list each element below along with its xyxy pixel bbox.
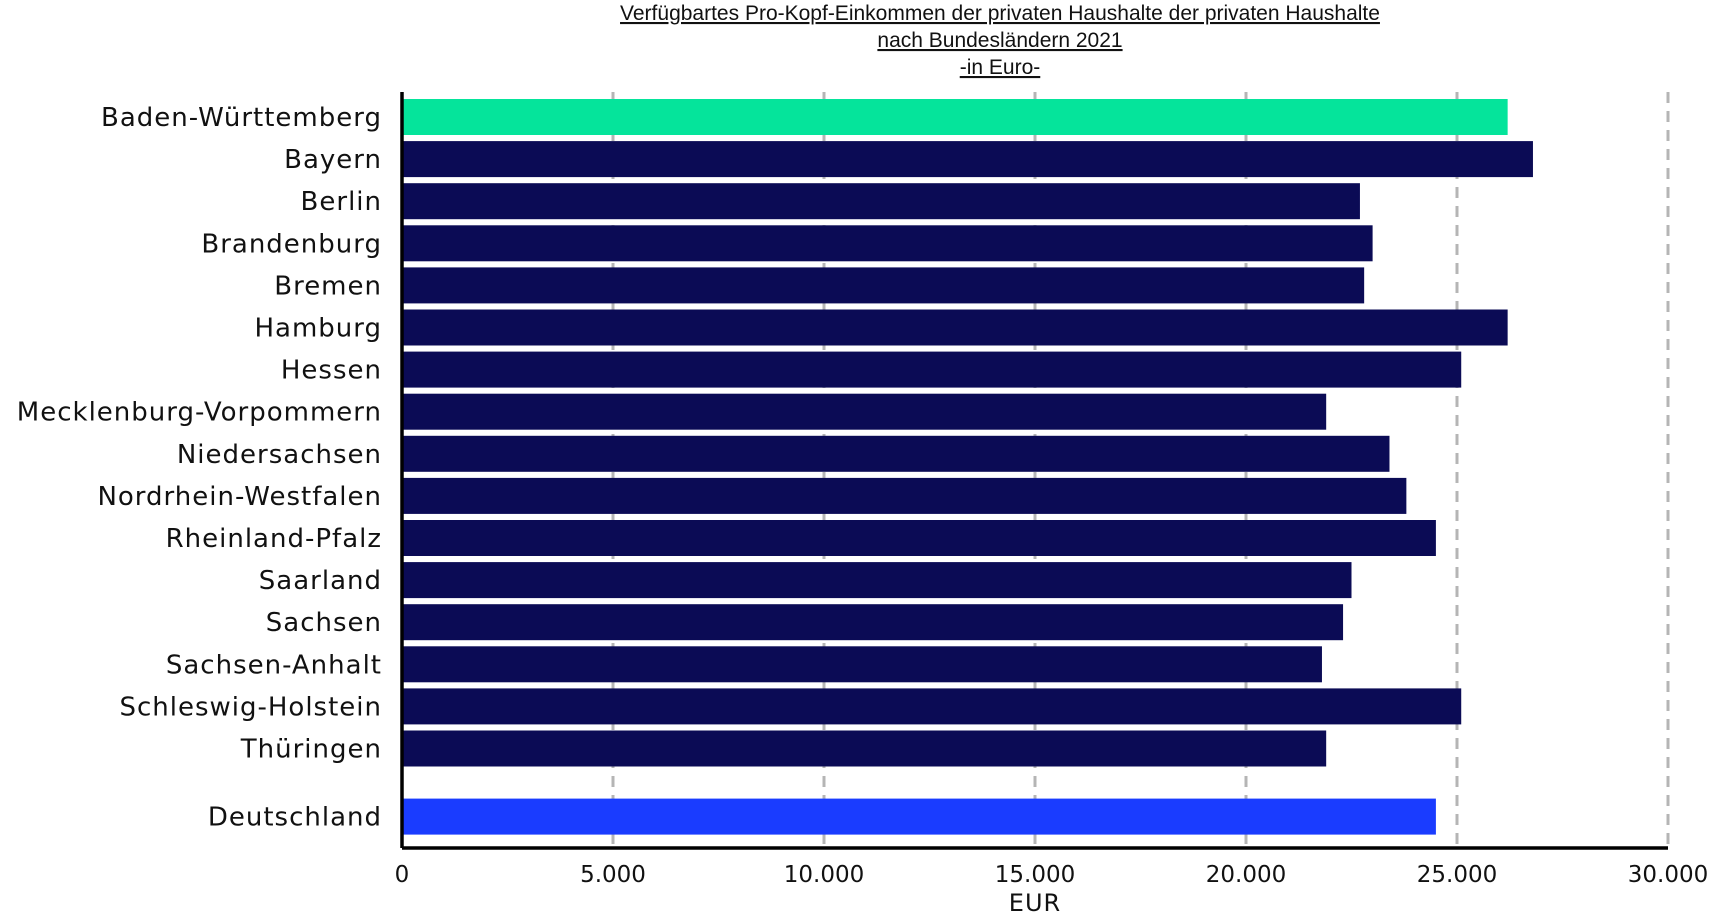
bar-niedersachsen: [402, 435, 1390, 472]
chart-title: Verfügbartes Pro-Kopf-Einkommen der priv…: [620, 2, 1380, 79]
category-label: Rheinland-Pfalz: [166, 524, 382, 554]
axes: [400, 92, 1668, 850]
category-label: Schleswig-Holstein: [119, 692, 382, 722]
x-tick-label: 25.000: [1417, 862, 1497, 888]
bar-sachsen: [402, 604, 1344, 641]
bar-saarland: [402, 562, 1352, 599]
category-label: Brandenburg: [201, 229, 382, 259]
x-tick-label: 10.000: [784, 862, 864, 888]
x-tick-label: 20.000: [1206, 862, 1286, 888]
x-tick-label: 30.000: [1628, 862, 1708, 888]
x-tick-label: 15.000: [995, 862, 1075, 888]
bar-bayern: [402, 141, 1533, 178]
category-label: Deutschland: [208, 803, 382, 833]
category-label: Thüringen: [240, 735, 382, 765]
category-label: Sachsen-Anhalt: [166, 650, 382, 680]
category-label: Hessen: [281, 356, 382, 386]
category-label: Nordrhein-Westfalen: [97, 482, 382, 512]
category-label: Mecklenburg-Vorpommern: [17, 398, 382, 428]
bar-sachsen-anhalt: [402, 646, 1322, 683]
bar-rheinland-pfalz: [402, 520, 1436, 556]
bar-hamburg: [402, 309, 1508, 346]
bar-deutschland: [402, 798, 1436, 835]
bar-brandenburg: [402, 225, 1373, 262]
category-label: Bremen: [274, 271, 382, 301]
chart-title-line-3: -in Euro-: [960, 56, 1041, 79]
x-tick-label: 5.000: [580, 862, 646, 888]
category-label: Hamburg: [254, 314, 382, 344]
x-tick-labels: 0 5.000 10.000 15.000 20.000 25.000 30.000: [395, 862, 1709, 888]
bar-thüringen: [402, 730, 1327, 767]
category-labels: Baden-Württemberg Bayern Berlin Brandenburg…: [17, 103, 382, 833]
bar-berlin: [402, 183, 1360, 220]
category-label: Saarland: [259, 566, 382, 596]
bar-bremen: [402, 267, 1365, 304]
bar-baden-württemberg: [402, 99, 1508, 135]
chart-title-line-2: nach Bundesländern 2021: [877, 29, 1122, 52]
x-tick-label: 0: [395, 862, 410, 888]
category-label: Sachsen: [266, 608, 382, 638]
bar-hessen: [402, 351, 1462, 388]
category-label: Baden-Württemberg: [101, 103, 382, 133]
category-label: Berlin: [301, 187, 382, 217]
chart-title-line-1: Verfügbartes Pro-Kopf-Einkommen der priv…: [620, 2, 1380, 25]
category-label: Niedersachsen: [177, 440, 382, 470]
bar-mecklenburg-vorpommern: [402, 393, 1327, 430]
x-axis-title: EUR: [1009, 889, 1061, 917]
category-label: Bayern: [284, 145, 382, 175]
bar-nordrhein-westfalen: [402, 477, 1407, 514]
bar-schleswig-holstein: [402, 688, 1462, 725]
bars: [402, 99, 1533, 835]
